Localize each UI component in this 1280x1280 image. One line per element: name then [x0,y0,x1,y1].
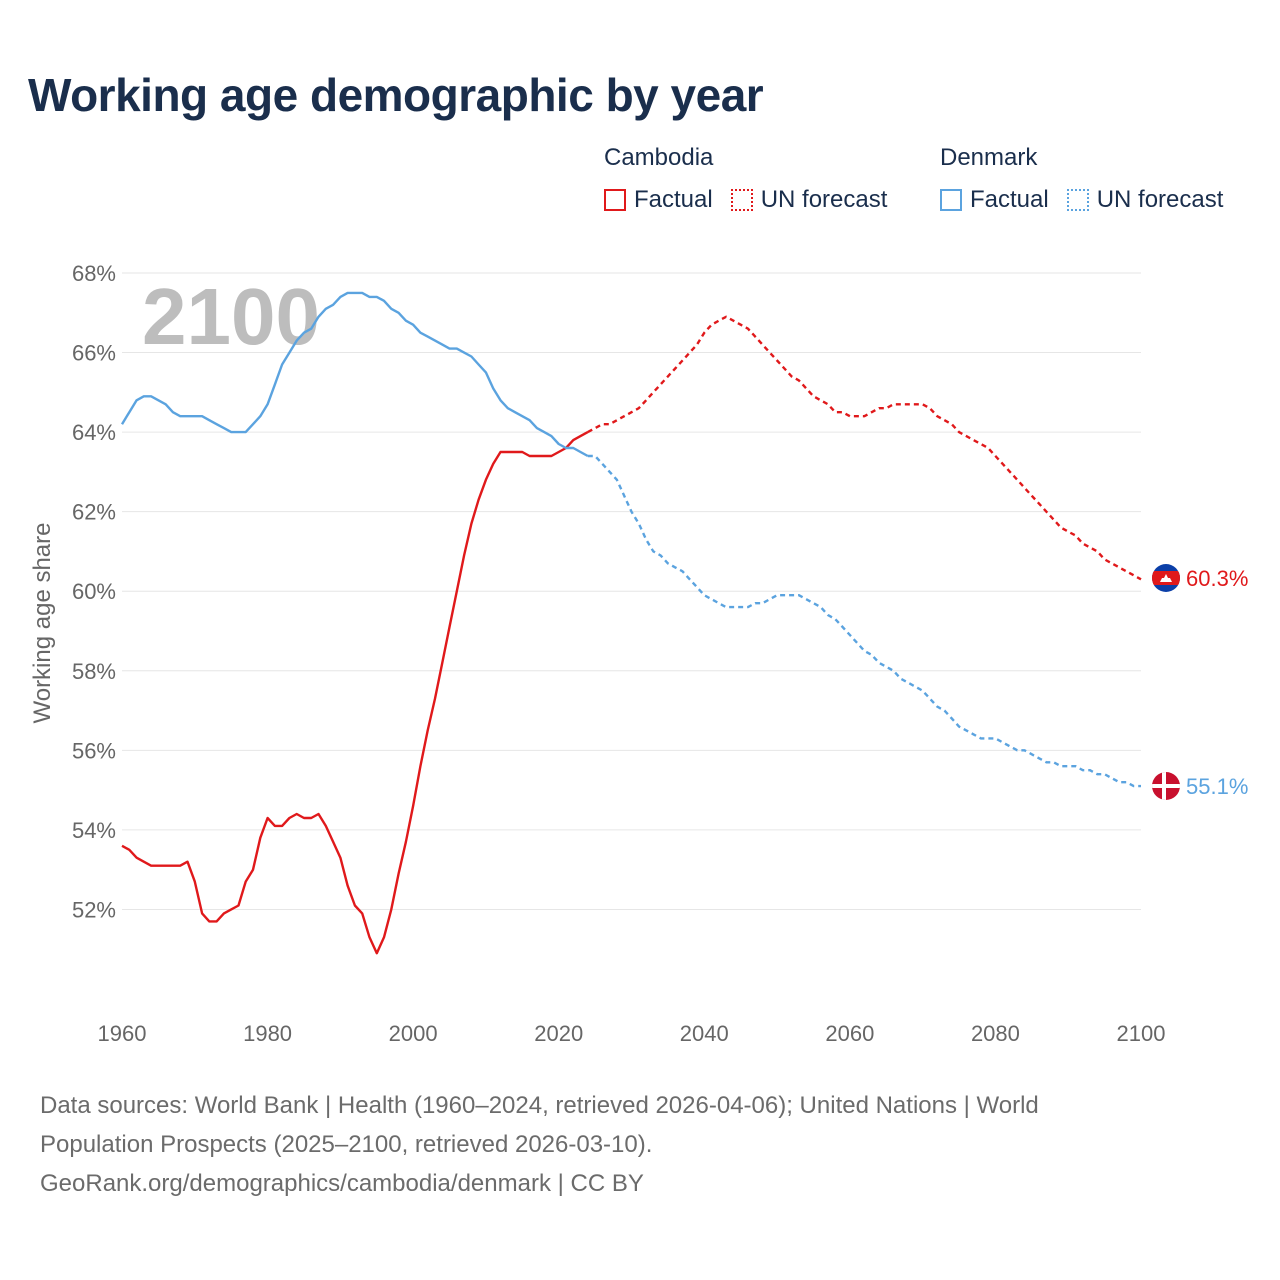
year-watermark: 2100 [142,272,320,361]
cambodia-end-label: 60.3% [1186,566,1248,591]
cambodia-factual-line[interactable] [121,431,589,955]
cambodia-forecast-line[interactable] [587,315,1142,581]
footer-line: GeoRank.org/demographics/cambodia/denmar… [40,1170,644,1197]
y-tick-label: 56% [72,738,116,763]
y-tick-label: 64% [72,420,116,445]
y-axis-title: Working age share [29,523,56,724]
footer-sources: Data sources: World Bank | Health (1960–… [40,1086,1240,1203]
chart-title: Working age demographic by year [28,69,764,121]
y-tick-label: 58% [72,659,116,684]
legend-item-denmark-forecast[interactable]: UN forecast [1066,186,1224,214]
legend-group-cambodia: Cambodia Factual UN forecast [604,144,905,214]
y-axis: 52% 54% 56% 58% 60% 62% 64% 66% 68% [72,261,116,922]
y-tick-label: 52% [72,897,116,922]
legend-group-denmark: Denmark Factual UN forecast [940,144,1241,214]
legend-item-cambodia-factual[interactable]: Factual [604,186,713,214]
series-lines [120,291,1142,955]
x-tick-label: 1960 [98,1021,147,1046]
legend-label: Factual [634,186,713,213]
legend-item-denmark-factual[interactable]: Factual [940,186,1049,214]
x-tick-label: 2000 [389,1021,438,1046]
y-tick-label: 68% [72,261,116,286]
denmark-factual-line[interactable] [120,291,589,458]
legend-swatch-solid-icon [940,189,962,211]
legend-label: UN forecast [760,186,888,213]
footer-line: Data sources: World Bank | Health (1960–… [40,1092,1039,1119]
x-tick-label: 2020 [534,1021,583,1046]
legend-label: Factual [970,186,1049,213]
denmark-flag-icon [1152,772,1180,800]
y-tick-label: 62% [72,500,116,525]
legend-item-cambodia-forecast[interactable]: UN forecast [730,186,888,214]
x-tick-label: 1980 [243,1021,292,1046]
x-tick-label: 2080 [971,1021,1020,1046]
legend-country-cambodia: Cambodia [604,144,714,171]
x-tick-label: 2100 [1117,1021,1166,1046]
cambodia-flag-icon [1152,564,1180,592]
x-axis: 1960 1980 2000 2020 2040 2060 2080 2100 [98,1021,1166,1046]
gridlines [122,272,1141,910]
y-tick-label: 66% [72,341,116,366]
x-tick-label: 2060 [825,1021,874,1046]
legend-swatch-solid-icon [604,189,626,211]
y-tick-label: 60% [72,579,116,604]
y-tick-label: 54% [72,818,116,843]
denmark-end-label: 55.1% [1186,774,1248,799]
footer-line: Population Prospects (2025–2100, retriev… [40,1131,653,1158]
legend-swatch-dotted-icon [730,189,753,211]
legend-swatch-dotted-icon [1066,189,1089,211]
legend-country-denmark: Denmark [940,144,1038,171]
legend-label: UN forecast [1096,186,1224,213]
denmark-forecast-line[interactable] [587,454,1141,788]
x-tick-label: 2040 [680,1021,729,1046]
